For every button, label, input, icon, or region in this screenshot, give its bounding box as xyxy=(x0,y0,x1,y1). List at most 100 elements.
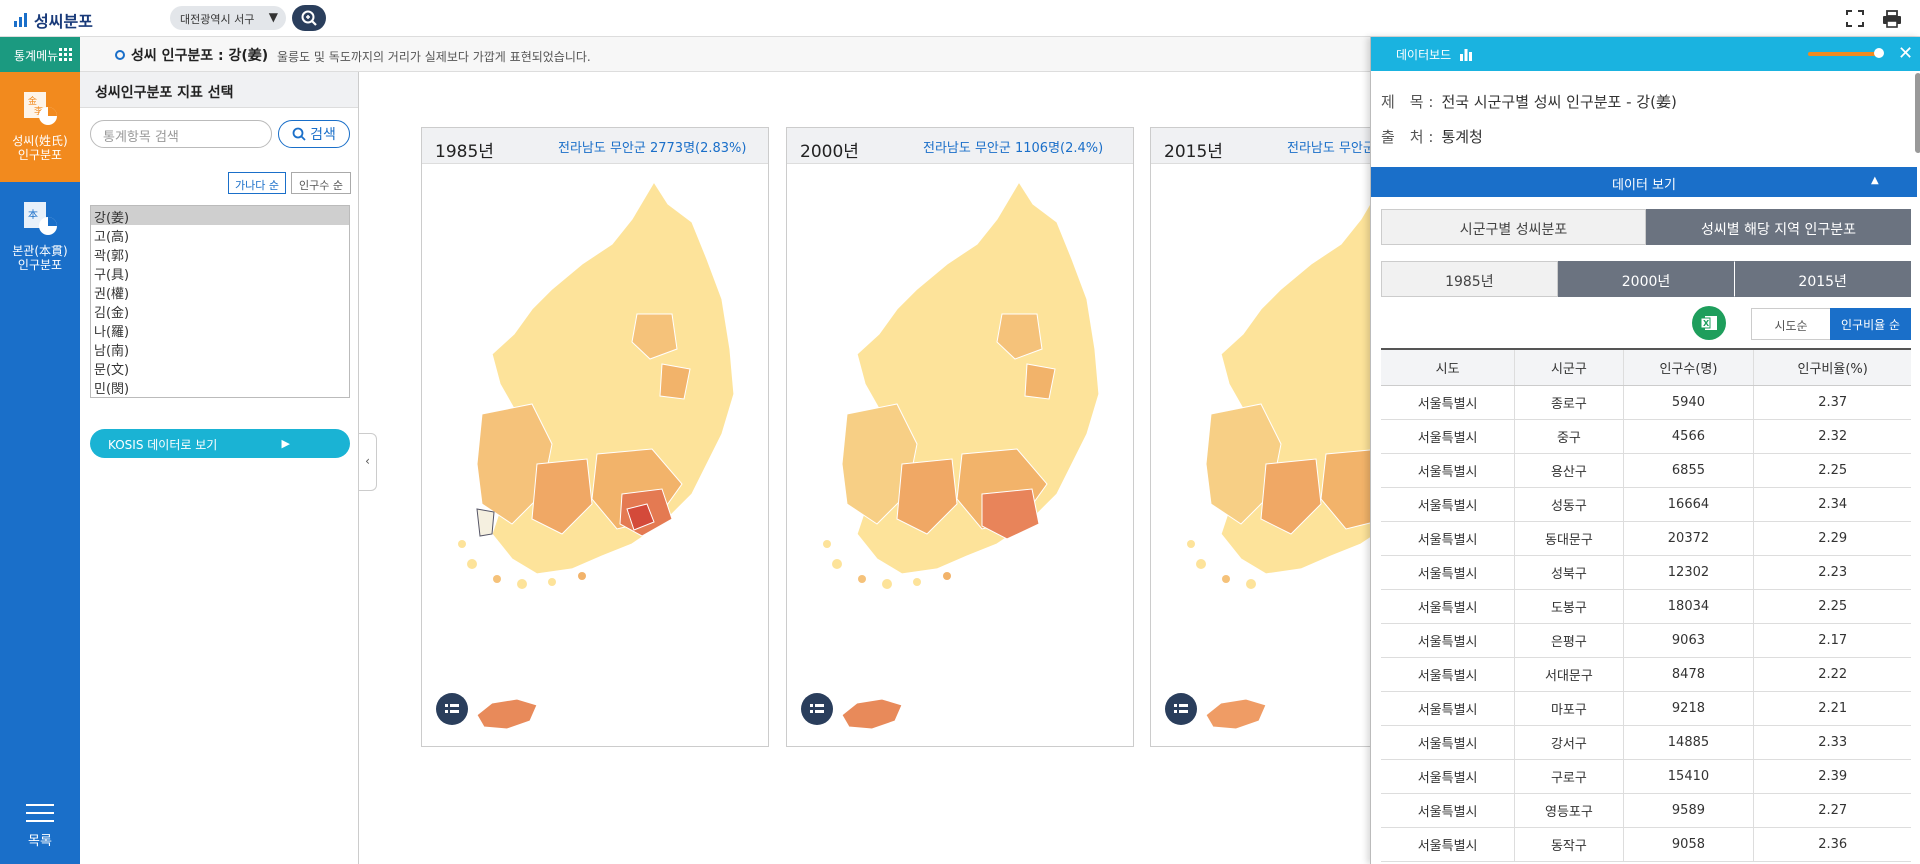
table-cell: 용산구 xyxy=(1514,453,1624,488)
surname-list[interactable]: 강(姜) 고(高) 곽(郭) 구(具) 권(權) 김(金) 나(羅) 남(南) … xyxy=(90,205,350,398)
tab-year-2015[interactable]: 2015년 xyxy=(1734,261,1912,297)
column-header[interactable]: 인구수(명) xyxy=(1623,348,1755,386)
grid-icon xyxy=(59,48,72,61)
scrollbar[interactable] xyxy=(1915,73,1920,153)
surname-item[interactable]: 김(金) xyxy=(94,306,130,321)
surname-item[interactable]: 곽(郭) xyxy=(94,249,130,264)
table-cell: 서대문구 xyxy=(1514,657,1624,692)
data-table: 시도 시군구 인구수(명) 인구비율(%) 서울특별시 종로구 5940 2.37 서울… xyxy=(1381,348,1911,862)
surname-item[interactable]: 구(具) xyxy=(94,268,130,283)
table-cell: 도봉구 xyxy=(1514,589,1624,624)
jeju-inset-map xyxy=(476,698,538,730)
table-row[interactable]: 서울특별시 영등포구 9589 2.27 xyxy=(1381,793,1911,828)
search-button-label: 검색 xyxy=(310,127,336,143)
table-row[interactable]: 서울특별시 동대문구 20372 2.29 xyxy=(1381,521,1911,556)
tab-surname-region[interactable]: 성씨별 해당 지역 인구분포 xyxy=(1646,209,1911,245)
table-row[interactable]: 서울특별시 서대문구 8478 2.22 xyxy=(1381,657,1911,692)
nav-item-origin-distribution[interactable]: 本 본관(本貫) 인구분포 xyxy=(0,182,80,292)
korea-choropleth-map[interactable] xyxy=(422,164,769,674)
table-cell: 은평구 xyxy=(1514,623,1624,658)
table-cell: 서울특별시 xyxy=(1381,725,1516,760)
table-row[interactable]: 서울특별시 용산구 6855 2.25 xyxy=(1381,453,1911,488)
table-row[interactable]: 서울특별시 성동구 16664 2.34 xyxy=(1381,487,1911,522)
region-select[interactable]: 대전광역시 서구 ▼ xyxy=(170,6,286,30)
table-body: 서울특별시 종로구 5940 2.37 서울특별시 중구 4566 2.32 서울특별시 용산구 6… xyxy=(1381,385,1911,862)
table-row[interactable]: 서울특별시 마포구 9218 2.21 xyxy=(1381,691,1911,726)
app-title: 성씨분포 xyxy=(34,12,93,31)
table-row[interactable]: 서울특별시 은평구 9063 2.17 xyxy=(1381,623,1911,658)
table-row[interactable]: 서울특별시 중구 4566 2.32 xyxy=(1381,419,1911,454)
slider-handle[interactable] xyxy=(1874,48,1884,58)
order-by-province-button[interactable]: 시도순 xyxy=(1751,308,1831,340)
origin-chart-icon: 本 xyxy=(24,202,57,235)
nav-origin-line1: 본관(本貫) xyxy=(12,244,68,258)
nav-surname-line2: 인구분포 xyxy=(17,148,63,162)
data-board-title-text: 데이터보드 xyxy=(1396,48,1452,62)
surname-item[interactable]: 나(羅) xyxy=(94,325,130,340)
table-row[interactable]: 서울특별시 동작구 9058 2.36 xyxy=(1381,827,1911,862)
list-icon xyxy=(810,704,824,713)
legend-toggle-button[interactable] xyxy=(801,693,833,725)
tab-year-1985[interactable]: 1985년 xyxy=(1381,261,1558,297)
table-row[interactable]: 서울특별시 성북구 12302 2.23 xyxy=(1381,555,1911,590)
surname-item[interactable]: 강(姜) xyxy=(91,206,349,226)
surname-item[interactable]: 남(南) xyxy=(94,344,130,359)
legend-toggle-button[interactable] xyxy=(1165,693,1197,725)
panel-collapse-button[interactable]: ‹ xyxy=(359,433,377,491)
table-cell: 서울특별시 xyxy=(1381,453,1516,488)
table-cell: 9058 xyxy=(1623,827,1755,862)
table-cell: 2.21 xyxy=(1753,691,1911,726)
tab-year-2000[interactable]: 2000년 xyxy=(1557,261,1735,297)
app-logo[interactable]: 성씨분포 xyxy=(14,8,93,32)
sort-alphabetical-button[interactable]: 가나다 순 xyxy=(228,172,286,194)
table-row[interactable]: 서울특별시 구로구 15410 2.39 xyxy=(1381,759,1911,794)
table-row[interactable]: 서울특별시 종로구 5940 2.37 xyxy=(1381,385,1911,420)
page-title: 성씨 인구분포 : 강(姜) xyxy=(115,45,268,65)
surname-item[interactable]: 문(文) xyxy=(94,363,130,378)
close-icon[interactable]: ✕ xyxy=(1898,43,1914,64)
chevron-up-icon: ▲ xyxy=(1871,175,1879,186)
column-header[interactable]: 시군구 xyxy=(1514,348,1624,386)
table-cell: 서울특별시 xyxy=(1381,657,1516,692)
surname-item[interactable]: 권(權) xyxy=(94,287,130,302)
sort-population-button[interactable]: 인구수 순 xyxy=(291,172,351,194)
view-tabs: 시군구별 성씨분포 성씨별 해당 지역 인구분포 xyxy=(1381,209,1911,245)
excel-icon: X xyxy=(1700,316,1717,330)
table-row[interactable]: 서울특별시 강서구 14885 2.33 xyxy=(1381,725,1911,760)
data-view-toggle[interactable]: 데이터 보기 ▲ xyxy=(1371,167,1917,197)
stat-menu-button[interactable]: 통계메뉴 xyxy=(0,37,80,72)
table-cell: 20372 xyxy=(1623,521,1755,556)
fullscreen-icon[interactable] xyxy=(1846,10,1864,27)
table-cell: 구로구 xyxy=(1514,759,1624,794)
bar-chart-icon xyxy=(1460,49,1473,61)
tab-district-surname[interactable]: 시군구별 성씨분포 xyxy=(1381,209,1646,245)
legend-toggle-button[interactable] xyxy=(436,693,468,725)
table-cell: 서울특별시 xyxy=(1381,419,1516,454)
region-search-button[interactable] xyxy=(292,5,326,31)
nav-item-surname-distribution[interactable]: 金李 성씨(姓氏) 인구분포 xyxy=(0,72,80,182)
surname-item[interactable]: 민(閔) xyxy=(94,382,130,397)
opacity-slider[interactable] xyxy=(1808,48,1884,58)
indicator-search-input[interactable]: 통계항목 검색 xyxy=(90,120,272,148)
table-cell: 2.33 xyxy=(1753,725,1911,760)
hamburger-icon xyxy=(26,804,54,822)
indicator-title: 성씨인구분포 지표 선택 xyxy=(80,72,358,108)
kosis-data-button[interactable]: KOSIS 데이터로 보기 ▶ xyxy=(90,429,350,458)
map-header: 1985년 전라남도 무안군 2773명(2.83%) xyxy=(422,128,768,164)
data-board-header: 데이터보드 ✕ xyxy=(1371,37,1920,71)
table-cell: 2.22 xyxy=(1753,657,1911,692)
korea-choropleth-map[interactable] xyxy=(787,164,1134,674)
map-summary: 전라남도 무안군 xyxy=(1287,141,1375,156)
table-cell: 서울특별시 xyxy=(1381,521,1516,556)
column-header[interactable]: 인구비율(%) xyxy=(1753,348,1911,386)
table-row[interactable]: 서울특별시 도봉구 18034 2.25 xyxy=(1381,589,1911,624)
print-icon[interactable] xyxy=(1882,10,1902,28)
column-header[interactable]: 시도 xyxy=(1381,348,1516,386)
excel-download-icon[interactable]: X xyxy=(1692,306,1726,340)
kosis-button-label: KOSIS 데이터로 보기 xyxy=(108,438,218,452)
indicator-search-button[interactable]: 검색 xyxy=(278,120,350,148)
order-by-ratio-button[interactable]: 인구비율 순 xyxy=(1830,308,1911,340)
nav-list-button[interactable]: 목록 xyxy=(0,804,80,864)
bullet-icon xyxy=(115,50,125,60)
surname-item[interactable]: 고(高) xyxy=(94,230,130,245)
